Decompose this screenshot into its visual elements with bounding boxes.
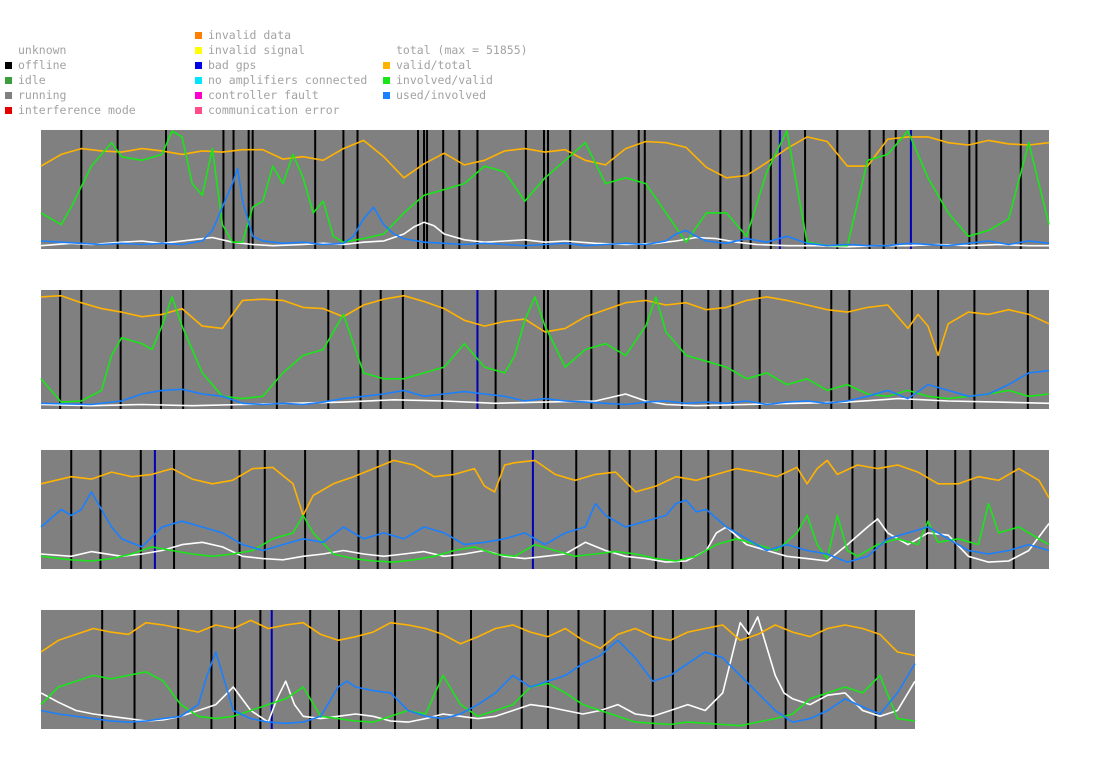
- series-line-valid-total: [40, 136, 1050, 179]
- series-line-involved-valid: [40, 130, 1050, 247]
- legend-item: unknown: [5, 43, 136, 58]
- legend-label: interference mode: [18, 103, 136, 117]
- legend-status-column-1: unknown offline idle running interference mo…: [5, 28, 136, 118]
- legend-swatch: [195, 92, 202, 99]
- legend-label: idle: [18, 73, 46, 87]
- legend-swatch: [5, 62, 12, 69]
- legend-label: total (max = 51855): [396, 43, 528, 57]
- legend-status-column-2: invalid data invalid signal bad gps no ampl…: [195, 28, 367, 118]
- legend-swatch: [5, 107, 12, 114]
- running-status-background: [41, 290, 1049, 409]
- series-line-total: [40, 393, 1050, 407]
- legend-item: controller fault: [195, 88, 367, 103]
- legend-label: no amplifiers connected: [208, 73, 368, 87]
- legend-swatch: [195, 47, 202, 54]
- running-status-background: [41, 450, 1049, 569]
- chart-panel-3: [40, 450, 1050, 569]
- legend-label: communication error: [208, 103, 340, 117]
- series-line-used-involved: [40, 167, 1050, 247]
- legend-item: idle: [5, 73, 136, 88]
- legend-swatch: [383, 77, 390, 84]
- series-line-used-involved: [40, 639, 916, 725]
- series-line-involved-valid: [40, 502, 1050, 563]
- series-line-involved-valid: [40, 296, 1050, 403]
- legend-item: invalid data: [195, 28, 367, 43]
- legend-swatch: [195, 107, 202, 114]
- chart-panel-4: [40, 610, 916, 729]
- legend-swatch: [383, 62, 390, 69]
- series-line-used-involved: [40, 491, 1050, 563]
- series-line-valid-total: [40, 294, 1050, 357]
- legend-item: offline: [5, 58, 136, 73]
- legend-label: controller fault: [208, 88, 319, 102]
- legend-swatch: [195, 62, 202, 69]
- legend-label: valid/total: [396, 58, 473, 72]
- legend-label: used/involved: [396, 88, 487, 102]
- chart-panel-1: [40, 130, 1050, 249]
- legend-label: running: [18, 88, 67, 102]
- legend-swatch: [5, 77, 12, 84]
- legend-item: interference mode: [5, 103, 136, 118]
- legend-item: bad gps: [195, 58, 367, 73]
- legend-item: invalid signal: [195, 43, 367, 58]
- legend-label: involved/valid: [396, 73, 493, 87]
- legend-label: invalid signal: [208, 43, 305, 57]
- legend-item: communication error: [195, 103, 367, 118]
- legend-series-column: total (max = 51855) valid/total involved/v…: [383, 28, 528, 103]
- series-line-used-involved: [40, 369, 1050, 406]
- running-status-background: [41, 130, 1049, 249]
- series-line-valid-total: [40, 459, 1050, 517]
- legend-swatch: [5, 92, 12, 99]
- legend-item: running: [5, 88, 136, 103]
- legend-swatch: [383, 92, 390, 99]
- chart-panel-2: [40, 290, 1050, 409]
- legend-label: unknown: [18, 43, 67, 57]
- legend-swatch: [195, 77, 202, 84]
- legend-item: total (max = 51855): [383, 43, 528, 58]
- legend-label: offline: [18, 58, 67, 72]
- legend-swatch: [195, 32, 202, 39]
- series-line-total: [40, 518, 1050, 563]
- series-line-total: [40, 616, 916, 723]
- series-line-valid-total: [40, 619, 916, 657]
- legend-item: no amplifiers connected: [195, 73, 367, 88]
- series-line-involved-valid: [40, 670, 916, 727]
- legend-label: invalid data: [208, 28, 292, 42]
- legend-label: bad gps: [208, 58, 257, 72]
- legend: unknown offline idle running interference mo…: [0, 28, 1095, 128]
- legend-item: used/involved: [383, 88, 528, 103]
- legend-item: valid/total: [383, 58, 528, 73]
- legend-item: involved/valid: [383, 73, 528, 88]
